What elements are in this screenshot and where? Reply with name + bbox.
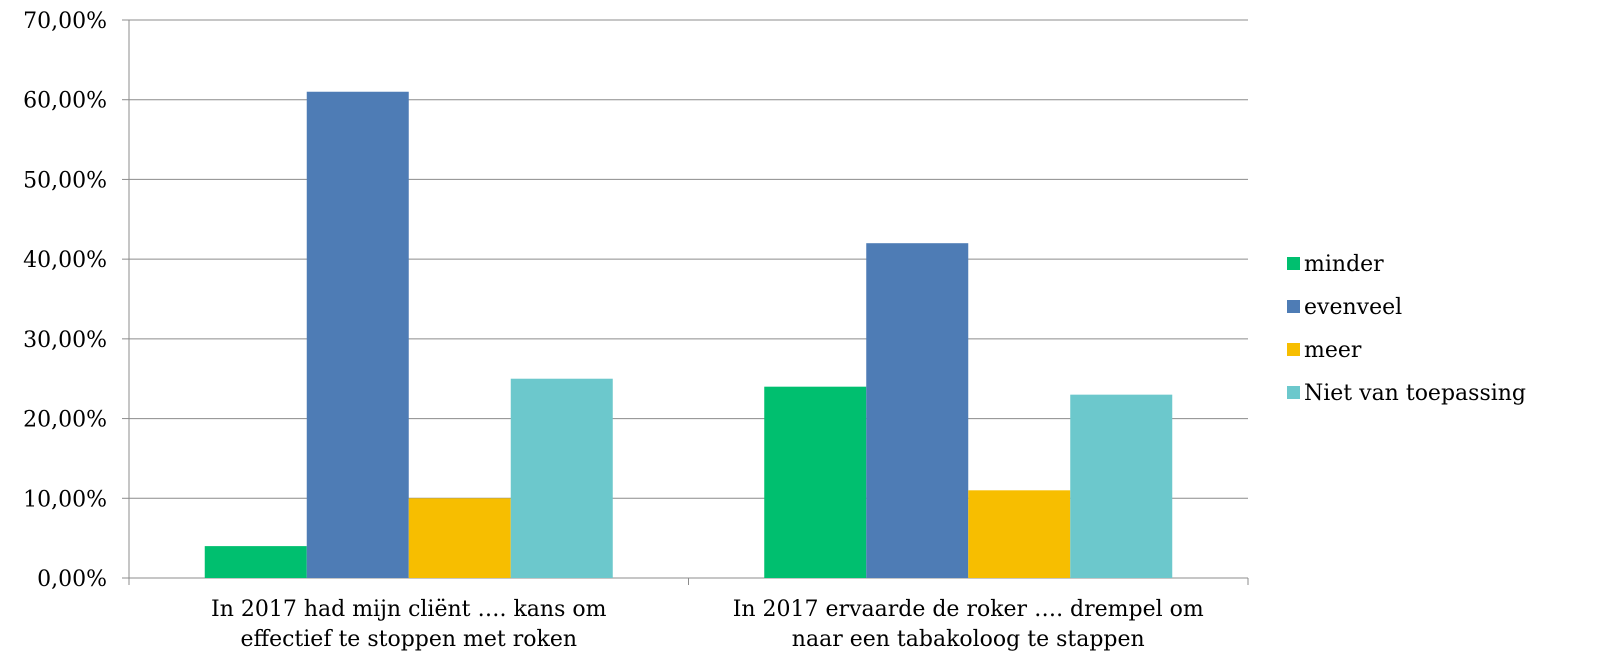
y-tick-label: 20,00% xyxy=(23,408,107,433)
y-tick-label: 60,00% xyxy=(23,89,107,114)
x-category-label: effectief te stoppen met roken xyxy=(240,627,577,652)
bar-evenveel xyxy=(306,91,409,578)
legend-swatch xyxy=(1287,386,1300,399)
x-category-label: naar een tabakoloog te stappen xyxy=(792,627,1145,652)
legend-label: meer xyxy=(1304,338,1362,363)
legend-swatch xyxy=(1287,257,1300,270)
bar-minder xyxy=(764,386,867,578)
y-tick-label: 50,00% xyxy=(23,168,107,193)
legend-label: evenveel xyxy=(1304,295,1402,320)
bar-niet-van-toepassing xyxy=(510,378,613,578)
bars xyxy=(204,91,1173,578)
bar-minder xyxy=(204,546,307,578)
legend-label: minder xyxy=(1304,252,1384,277)
y-tick-label: 0,00% xyxy=(37,567,107,592)
bar-meer xyxy=(968,490,1071,578)
legend-label: Niet van toepassing xyxy=(1304,381,1526,406)
x-category-labels: In 2017 had mijn cliënt …. kans om effect… xyxy=(211,597,1204,652)
bar-niet-van-toepassing xyxy=(1070,394,1173,578)
legend-swatch xyxy=(1287,300,1300,313)
bar-evenveel xyxy=(866,243,969,578)
y-tick-label: 40,00% xyxy=(23,248,107,273)
y-tick-label: 30,00% xyxy=(23,328,107,353)
legend: minder evenveel meer Niet van toepassing xyxy=(1287,252,1526,406)
x-category-label: In 2017 ervaarde de roker …. drempel om xyxy=(733,597,1204,622)
y-tick-label: 70,00% xyxy=(23,9,107,34)
legend-swatch xyxy=(1287,343,1300,356)
y-tick-labels: 0,00% 10,00% 20,00% 30,00% 40,00% 50,00% 60,00… xyxy=(23,9,107,592)
x-category-label: In 2017 had mijn cliënt …. kans om xyxy=(211,597,607,622)
bar-meer xyxy=(408,498,511,578)
y-tick-label: 10,00% xyxy=(23,487,107,512)
